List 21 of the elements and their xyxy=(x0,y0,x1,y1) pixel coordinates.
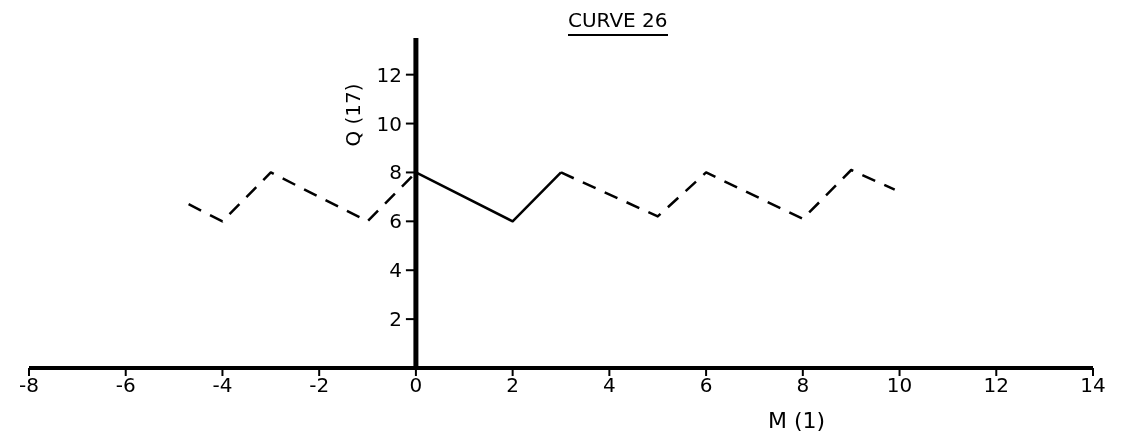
x-tick-label: -8 xyxy=(19,373,39,398)
x-tick-label: 12 xyxy=(983,373,1009,398)
x-axis-title: M (1) xyxy=(768,408,826,433)
x-tick-label: 2 xyxy=(506,373,519,398)
x-tick-label: 4 xyxy=(603,373,616,398)
x-tick-label: 6 xyxy=(699,373,713,398)
x-tick-label: 0 xyxy=(409,373,423,398)
y-tick-label: 6 xyxy=(389,209,402,234)
x-tick-label: 10 xyxy=(886,373,913,398)
x-tick-label: 8 xyxy=(796,373,810,398)
y-tick-label: 4 xyxy=(389,258,402,283)
x-tick-label: -4 xyxy=(212,373,233,398)
y-tick-label: 8 xyxy=(389,160,402,185)
y-axis-title: Q (17) xyxy=(340,83,365,147)
y-tick-label: 2 xyxy=(389,307,402,332)
y-tick-label: 10 xyxy=(376,111,402,136)
y-tick-label: 12 xyxy=(376,62,402,87)
chart-title: CURVE 26 xyxy=(568,8,668,36)
x-tick-label: 14 xyxy=(1080,373,1106,398)
x-tick-label: -6 xyxy=(115,373,136,398)
x-tick-label: -2 xyxy=(309,373,330,398)
